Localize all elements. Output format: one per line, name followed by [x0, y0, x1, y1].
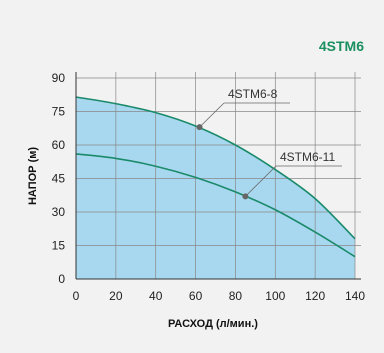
fill-layer — [76, 96, 355, 279]
y-axis-label: НАПОР (м) — [27, 147, 39, 205]
x-tick-label-100: 100 — [265, 289, 285, 303]
y-tick-label-15: 15 — [52, 239, 66, 253]
y-tick-label-0: 0 — [58, 272, 65, 286]
x-axis-label: РАСХОД (л/мин.) — [168, 318, 258, 330]
x-tick-label-0: 0 — [73, 289, 80, 303]
x-tick-label-80: 80 — [229, 289, 243, 303]
x-tick-label-120: 120 — [305, 289, 325, 303]
label-layer: 0 20 40 60 80 100 120 140 0 15 30 45 60 75 90 4STM6-8 4S… — [52, 71, 366, 303]
curve-layer — [75, 96, 356, 258]
leader-line-4STM6-11 — [245, 165, 277, 197]
x-tick-label-20: 20 — [109, 289, 123, 303]
area-fill-4STM6-8 — [76, 96, 355, 279]
chart-title: 4STM6 — [318, 38, 364, 54]
y-tick-label-75: 75 — [52, 105, 66, 119]
axis-layer — [75, 72, 361, 280]
y-tick-label-30: 30 — [52, 205, 66, 219]
series-line-4STM6-8 — [75, 96, 356, 240]
x-tick-label-40: 40 — [149, 289, 163, 303]
series-label-4STM6-8: 4STM6-8 — [228, 87, 278, 101]
grid-layer — [76, 72, 361, 279]
series-label-4STM6-11: 4STM6-11 — [280, 150, 335, 164]
leader-line-4STM6-8 — [199, 102, 225, 128]
series-line-4STM6-11 — [75, 153, 356, 258]
y-tick-label-45: 45 — [52, 172, 66, 186]
series-marker-4STM6-11 — [242, 193, 249, 200]
x-tick-label-140: 140 — [345, 289, 365, 303]
y-tick-label-90: 90 — [52, 71, 66, 85]
series-marker-4STM6-8 — [196, 124, 203, 131]
x-tick-label-60: 60 — [189, 289, 203, 303]
y-tick-label-60: 60 — [52, 138, 66, 152]
